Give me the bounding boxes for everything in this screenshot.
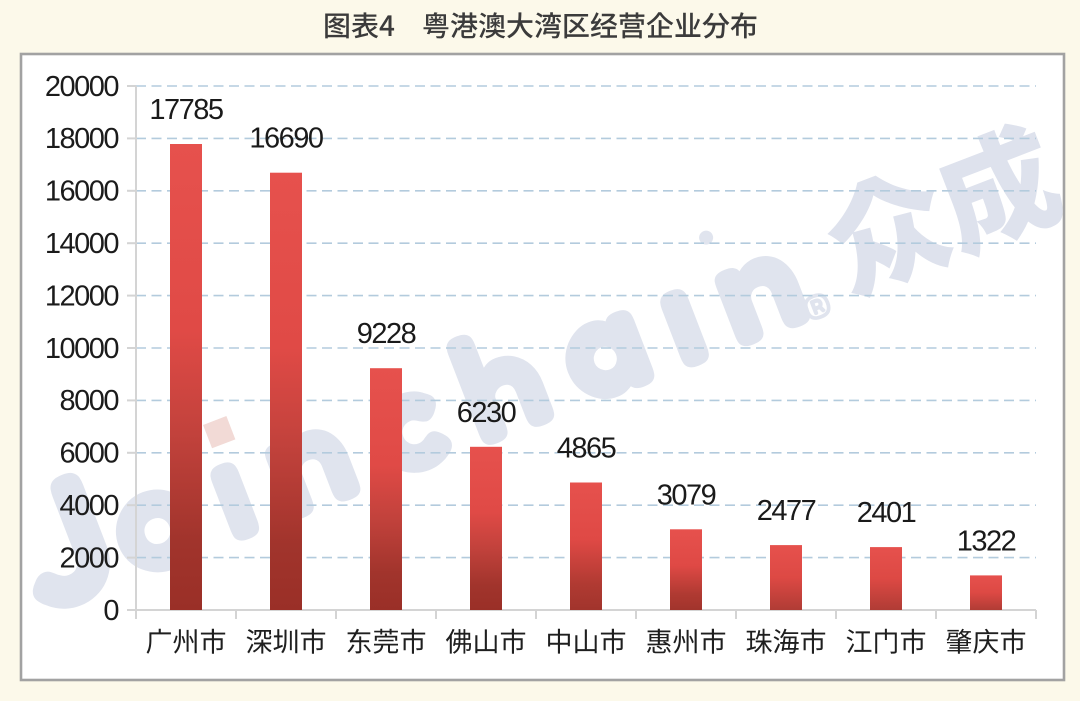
svg-text:6230: 6230 xyxy=(457,397,516,429)
svg-text:1322: 1322 xyxy=(957,525,1016,557)
svg-text:6000: 6000 xyxy=(59,438,118,470)
svg-text:0: 0 xyxy=(103,595,118,627)
svg-text:10000: 10000 xyxy=(45,333,119,365)
svg-text:17785: 17785 xyxy=(149,94,223,126)
svg-text:2000: 2000 xyxy=(59,542,118,574)
svg-text:14000: 14000 xyxy=(45,228,119,260)
svg-text:16690: 16690 xyxy=(249,123,323,155)
svg-text:18000: 18000 xyxy=(45,123,119,155)
svg-text:4000: 4000 xyxy=(59,490,118,522)
svg-text:4865: 4865 xyxy=(557,433,616,465)
svg-text:20000: 20000 xyxy=(45,71,119,103)
svg-text:16000: 16000 xyxy=(45,176,119,208)
svg-text:12000: 12000 xyxy=(45,280,119,312)
svg-text:8000: 8000 xyxy=(59,385,118,417)
svg-text:9228: 9228 xyxy=(357,318,416,350)
svg-text:3079: 3079 xyxy=(657,479,716,511)
svg-text:2477: 2477 xyxy=(757,495,816,527)
svg-text:2401: 2401 xyxy=(857,497,916,529)
